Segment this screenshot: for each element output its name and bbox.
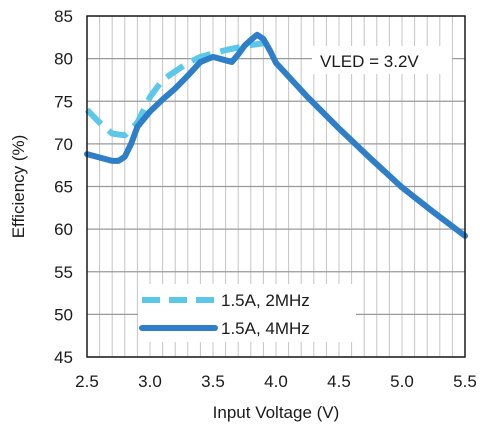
series-layer [84,31,468,239]
x-tick-label: 3.5 [201,372,225,391]
y-tick-label: 75 [54,92,73,111]
plot-frame [86,15,466,358]
y-tick-label: 80 [54,50,73,69]
x-tick-label: 2.5 [75,372,99,391]
y-tick-label: 85 [54,7,73,26]
y-tick-labels: 45 50 55 60 65 70 75 80 85 [54,7,73,367]
x-tick-labels: 2.5 3.0 3.5 4.0 4.5 5.0 5.5 [75,372,477,391]
y-tick-label: 70 [54,135,73,154]
legend-label-2: 1.5A, 4MHz [221,319,310,338]
y-tick-label: 60 [54,220,73,239]
y-tick-label: 45 [54,348,73,367]
annotation-text: VLED = 3.2V [320,52,419,71]
series-line-2 [84,31,468,239]
x-tick-label: 5.5 [453,372,477,391]
annotation-box: VLED = 3.2V [312,46,452,74]
y-tick-label: 65 [54,178,73,197]
x-tick-label: 5.0 [390,372,414,391]
legend-background [138,284,356,342]
x-axis-label: Input Voltage (V) [213,403,340,422]
legend-label-1: 1.5A, 2MHz [221,291,310,310]
y-axis-label: Efficiency (%) [9,135,28,239]
y-tick-label: 50 [54,305,73,324]
x-tick-label: 3.0 [138,372,162,391]
y-tick-label: 55 [54,263,73,282]
series-line-1 [84,40,264,139]
x-tick-label: 4.5 [327,372,351,391]
x-tick-label: 4.0 [264,372,288,391]
legend: 1.5A, 2MHz 1.5A, 4MHz [138,284,356,342]
